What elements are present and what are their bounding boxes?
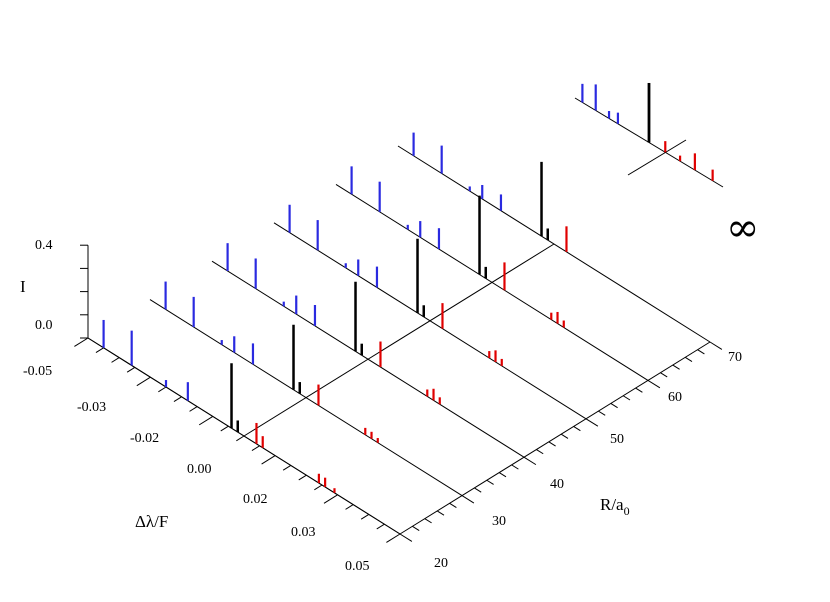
labels-group: I Δλ/F R/a0 ∞ -0.05-0.03-0.020.000.020.0… xyxy=(20,205,759,574)
y-axis-tick xyxy=(610,403,618,409)
y-axis-tick xyxy=(486,479,494,485)
y-tick-label: 40 xyxy=(550,477,564,492)
y-axis-tick xyxy=(548,441,556,447)
infinity-label: ∞ xyxy=(726,205,759,251)
series-group xyxy=(87,82,724,535)
y-axis-tick xyxy=(647,379,661,389)
infinity-cross-line xyxy=(627,139,687,176)
series-baseline xyxy=(273,222,587,420)
x-axis-tick xyxy=(360,513,370,520)
x-axis-tick xyxy=(236,435,245,442)
x-axis-tick xyxy=(136,376,151,387)
x-axis-tick xyxy=(298,474,307,481)
x-axis-tick xyxy=(323,494,338,504)
y-axis-tick xyxy=(697,349,705,355)
x-axis-tick xyxy=(261,455,276,465)
y-axis-tick xyxy=(461,495,475,504)
x-tick-label: 0.02 xyxy=(243,492,268,507)
y-axis-tick xyxy=(412,525,420,531)
y-axis-tick xyxy=(585,418,599,427)
x-axis-tick xyxy=(220,425,229,432)
x-axis-tick xyxy=(111,357,120,363)
x-axis-title: Δλ/F xyxy=(135,512,168,531)
y-axis-tick xyxy=(622,395,631,401)
x-axis-tick xyxy=(158,386,167,393)
y-tick-label: 70 xyxy=(728,350,742,365)
y-axis-tick xyxy=(449,502,457,508)
x-axis-tick xyxy=(282,464,292,471)
y-axis-tick xyxy=(684,356,693,363)
y-axis-tick xyxy=(672,364,680,370)
y-axis-title-main: R/a xyxy=(600,495,624,514)
series-baseline xyxy=(149,299,463,497)
x-tick-label: -0.03 xyxy=(77,400,106,415)
y-axis-title-subscript: 0 xyxy=(624,504,630,518)
series-baseline xyxy=(397,145,711,343)
y-axis-tick xyxy=(498,472,507,478)
x-tick-label: 0.05 xyxy=(345,559,370,574)
z-tick-label: 0.0 xyxy=(35,318,53,333)
zero-diagonal-line xyxy=(243,243,555,437)
y-axis-tick xyxy=(573,426,581,432)
y-axis-line xyxy=(399,341,711,535)
series-baseline xyxy=(211,260,525,458)
x-tick-label: -0.02 xyxy=(130,431,159,446)
y-axis-tick xyxy=(598,410,606,416)
x-axis-tick xyxy=(198,415,214,426)
y-axis-tick xyxy=(660,372,668,378)
x-axis-tick xyxy=(376,523,385,530)
z-tick-label: 0.4 xyxy=(35,238,53,253)
x-axis-tick xyxy=(95,347,104,353)
x-axis-tick xyxy=(126,366,136,373)
series-baseline xyxy=(335,183,649,381)
y-tick-label: 50 xyxy=(610,432,624,447)
y-axis-tick xyxy=(424,518,432,524)
y-axis-tick xyxy=(436,510,445,516)
x-axis-tick xyxy=(74,337,89,347)
y-axis-tick xyxy=(560,433,569,439)
y-axis-tick xyxy=(511,464,519,470)
x-tick-label: 0.00 xyxy=(187,462,212,477)
x-axis-tick xyxy=(345,504,354,510)
y-axis-tick xyxy=(474,487,482,493)
y-axis-tick xyxy=(635,387,643,393)
y-tick-label: 20 xyxy=(434,556,448,571)
series-baseline xyxy=(87,337,401,535)
x-axis-tick xyxy=(386,533,401,543)
y-axis-tick xyxy=(709,341,723,350)
x-tick-label: -0.05 xyxy=(23,364,52,379)
x-axis-tick xyxy=(314,484,323,491)
y-axis-tick xyxy=(523,456,537,466)
z-axis-title: I xyxy=(20,277,26,296)
x-tick-label: 0.03 xyxy=(291,525,316,540)
y-tick-label: 60 xyxy=(668,390,682,405)
y-axis-tick xyxy=(399,533,413,542)
x-axis-tick xyxy=(251,445,260,451)
y-axis-tick xyxy=(536,449,544,455)
x-axis-tick xyxy=(173,396,182,402)
y-tick-label: 30 xyxy=(492,514,506,529)
y-axis-title: R/a0 xyxy=(600,495,630,518)
x-axis-tick xyxy=(189,406,198,412)
